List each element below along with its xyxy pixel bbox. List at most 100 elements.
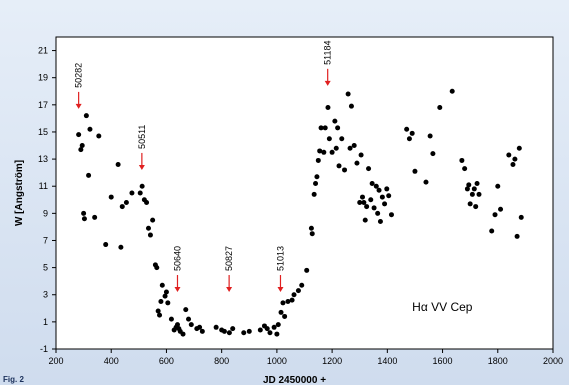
data-point	[333, 145, 339, 151]
annotation-label: 50511	[137, 125, 147, 149]
data-point	[96, 133, 102, 139]
x-tick-label: 1800	[488, 356, 508, 366]
data-point	[267, 330, 273, 336]
x-tick-label: 200	[48, 356, 63, 366]
data-point	[386, 193, 392, 199]
data-point	[78, 147, 84, 153]
y-tick-label: 15	[38, 127, 48, 137]
data-point	[336, 163, 342, 169]
data-point	[147, 232, 153, 238]
data-point	[174, 322, 180, 328]
data-point	[430, 151, 436, 157]
data-point	[108, 194, 114, 200]
y-tick-label: 5	[43, 263, 48, 273]
data-point	[295, 288, 301, 294]
data-point	[119, 204, 125, 210]
data-point	[213, 324, 219, 330]
annotation-label: 51013	[275, 246, 285, 271]
data-point	[139, 183, 145, 189]
data-point	[464, 186, 470, 192]
data-point	[280, 300, 286, 306]
data-point	[309, 231, 315, 237]
y-tick-label: 3	[43, 290, 48, 300]
data-point	[76, 132, 82, 138]
data-point	[81, 216, 87, 222]
y-tick-label: 11	[39, 181, 48, 191]
data-point	[278, 309, 284, 315]
annotation-arrow-head	[277, 287, 284, 293]
data-point	[180, 331, 186, 337]
data-point	[506, 152, 512, 158]
data-point	[271, 324, 277, 330]
data-point	[471, 186, 477, 192]
x-tick-label: 2000	[543, 356, 563, 366]
data-point	[364, 204, 370, 210]
data-point	[516, 145, 522, 151]
data-point	[308, 225, 314, 231]
data-point	[369, 181, 375, 187]
y-tick-label: 17	[38, 100, 48, 110]
figure-label: Fig. 2	[3, 375, 24, 384]
data-point	[518, 214, 524, 220]
data-point	[375, 210, 381, 216]
data-point	[226, 330, 232, 336]
data-point	[314, 174, 320, 180]
y-tick-label: 7	[43, 235, 48, 245]
x-tick-label: 800	[214, 356, 229, 366]
data-point	[473, 204, 479, 210]
data-point	[437, 105, 443, 111]
data-point	[377, 218, 383, 224]
data-point	[150, 217, 156, 223]
data-point	[183, 307, 189, 313]
data-point	[347, 145, 353, 151]
data-point	[412, 168, 418, 174]
data-point	[406, 136, 412, 142]
data-point	[351, 143, 357, 149]
data-point	[348, 103, 354, 109]
data-point	[371, 205, 377, 211]
x-tick-label: 600	[159, 356, 174, 366]
x-tick-label: 1200	[322, 356, 342, 366]
x-tick-label: 400	[104, 356, 119, 366]
data-point	[339, 136, 345, 142]
annotation-arrow-head	[138, 164, 145, 170]
data-point	[335, 125, 341, 131]
data-point	[299, 282, 305, 288]
data-point	[474, 181, 480, 187]
data-point	[362, 217, 368, 223]
x-axis-label: JD 2450000 +	[263, 375, 326, 385]
data-point	[285, 299, 291, 305]
data-point	[514, 233, 520, 239]
annotation-arrow-head	[226, 287, 233, 293]
data-point	[92, 214, 98, 220]
data-point	[103, 242, 109, 248]
data-point	[384, 186, 390, 192]
data-point	[155, 308, 161, 314]
data-point	[329, 149, 335, 155]
data-point	[449, 88, 455, 94]
data-point	[157, 312, 163, 318]
annotation-arrow-head	[174, 287, 181, 293]
data-point	[326, 136, 332, 142]
data-point	[489, 228, 495, 234]
data-point	[86, 172, 92, 178]
annotation-label: 50827	[224, 246, 234, 271]
data-point	[379, 194, 385, 200]
data-point	[322, 125, 328, 131]
x-tick-label: 1400	[377, 356, 397, 366]
data-point	[427, 133, 433, 139]
data-point	[469, 191, 475, 197]
data-point	[83, 113, 89, 119]
data-point	[144, 199, 150, 205]
data-point	[459, 157, 465, 163]
annotation-label: 51184	[323, 40, 333, 64]
y-tick-label: 21	[38, 46, 48, 56]
data-point	[289, 297, 295, 303]
data-point	[197, 324, 203, 330]
legend-label: Hα VV Cep	[412, 300, 473, 314]
data-point	[315, 157, 321, 163]
data-point	[492, 212, 498, 218]
y-tick-label: -1	[40, 344, 48, 354]
